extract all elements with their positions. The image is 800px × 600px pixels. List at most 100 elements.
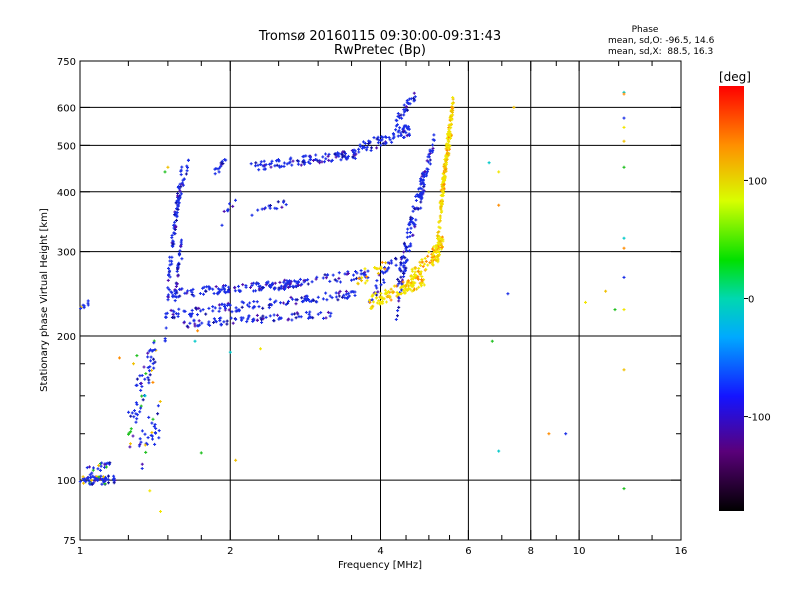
data-point [259,347,262,351]
data-point [91,474,95,478]
data-point [402,275,406,279]
data-point [410,289,414,293]
data-point [604,289,608,293]
data-point [315,300,319,304]
data-point [280,205,284,209]
data-point [374,284,378,288]
data-point [331,273,335,277]
data-point [584,300,587,304]
data-point [260,321,264,324]
data-point [379,291,383,295]
data-point [346,154,350,158]
x-tick-label: 2 [227,546,233,557]
data-point [220,159,224,163]
data-point [445,149,449,152]
data-point [324,291,328,295]
data-point [408,231,412,234]
data-point [341,150,345,154]
data-point [288,282,292,286]
data-point [407,286,411,290]
data-point [324,157,328,161]
data-point [438,247,442,251]
data-point [338,289,342,293]
data-point [151,417,155,421]
data-point [424,267,428,271]
data-point [438,216,442,220]
data-point [138,410,142,414]
data-point [422,172,426,176]
data-point [249,162,253,166]
data-point [207,306,211,310]
data-point [330,296,334,300]
data-point [285,162,289,166]
data-point [328,294,332,298]
data-point [153,348,157,352]
data-point [263,206,267,210]
data-point [383,270,387,274]
data-point [293,312,296,316]
data-point [168,259,172,263]
data-point [267,303,271,307]
data-point [146,436,150,440]
data-point [382,281,386,284]
data-point [226,209,230,213]
data-point [308,155,312,159]
data-point [487,161,491,165]
data-point [397,129,401,133]
data-point [149,355,153,359]
data-point [336,298,340,302]
data-point [432,245,436,249]
data-point [405,235,409,239]
data-point [174,292,177,295]
data-point [371,293,375,297]
data-point [275,207,279,211]
data-point [225,303,229,307]
data-point [200,321,204,325]
data-point [167,272,171,276]
data-point [218,166,221,170]
data-point [447,153,451,157]
data-point [413,95,417,99]
data-point [170,262,174,266]
data-point [262,159,266,163]
data-point [399,131,403,135]
data-point [343,296,347,300]
data-point [204,289,208,293]
data-point [448,136,452,140]
data-point [383,267,387,271]
data-point [314,153,318,157]
data-point [344,155,348,159]
data-point [79,306,83,310]
data-point [295,311,299,315]
phase-colorbar: [deg] 100 0 -100 [719,70,771,511]
data-point [443,174,447,178]
data-point [376,267,380,271]
data-point [412,91,416,95]
data-point [381,278,385,282]
data-point [375,146,379,150]
data-point [88,465,91,469]
data-point [97,475,101,479]
data-point [172,310,176,314]
data-point [257,168,261,172]
phase-box-x-stats: mean, sd,X: 88.5, 16.3 [608,47,713,57]
data-point [199,309,203,313]
data-point [337,276,341,280]
data-point [199,451,203,455]
data-point [449,126,453,130]
data-point [346,272,350,275]
data-point [82,306,86,310]
data-point [442,187,446,191]
data-point [333,278,337,282]
data-point [360,146,364,150]
data-point [196,324,200,328]
data-point [357,147,361,151]
data-point [139,406,143,410]
data-point [389,298,393,302]
data-point [387,136,391,139]
data-point [135,403,139,406]
data-point [302,162,306,166]
data-point [78,480,82,484]
data-point [86,477,90,481]
data-point [402,136,405,139]
